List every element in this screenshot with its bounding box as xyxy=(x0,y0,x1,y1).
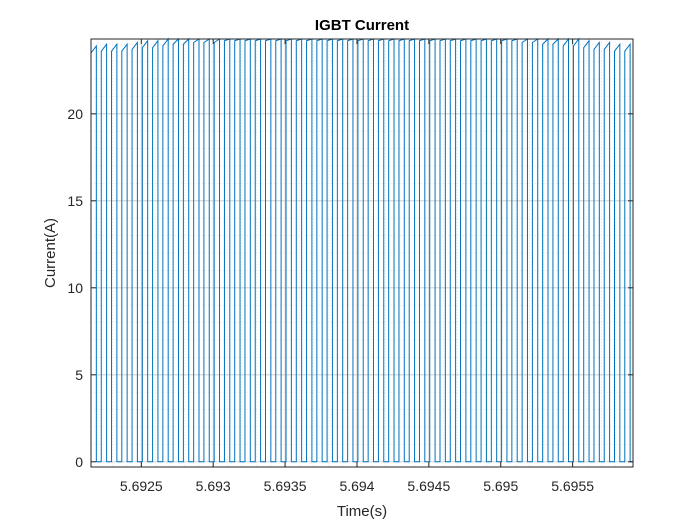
y-tick-labels: 0 5 10 15 20 xyxy=(67,106,83,470)
y-tick-label: 20 xyxy=(67,106,83,122)
x-tick-label: 5.6945 xyxy=(407,478,450,494)
axes-box xyxy=(90,38,634,468)
chart-title: IGBT Current xyxy=(315,17,409,34)
y-tick-label: 10 xyxy=(67,280,83,296)
x-tick-labels: 5.6925 5.693 5.6935 5.694 5.6945 5.695 5.6955 xyxy=(120,478,594,494)
tick-marks xyxy=(91,39,633,467)
y-tick-label: 0 xyxy=(75,454,83,470)
x-tick-label: 5.6935 xyxy=(264,478,307,494)
y-tick-label: 5 xyxy=(75,367,83,383)
x-tick-label: 5.6925 xyxy=(120,478,163,494)
x-tick-label: 5.695 xyxy=(483,478,518,494)
y-tick-label: 15 xyxy=(67,193,83,209)
x-axis-label: Time(s) xyxy=(337,503,387,520)
y-axis-label: Current(A) xyxy=(42,218,59,288)
x-tick-label: 5.6955 xyxy=(551,478,594,494)
x-tick-label: 5.693 xyxy=(196,478,231,494)
x-tick-label: 5.694 xyxy=(339,478,374,494)
